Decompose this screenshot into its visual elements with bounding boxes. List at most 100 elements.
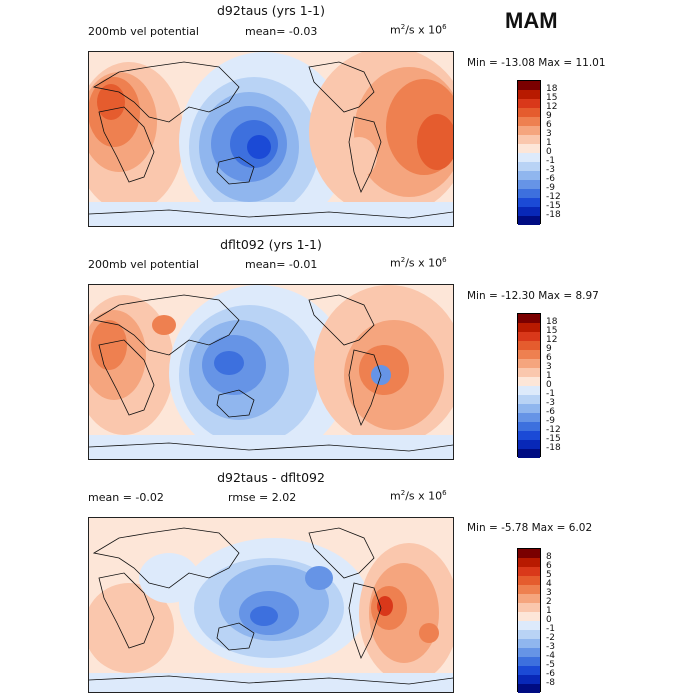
panel-1-mean: mean= -0.03 — [245, 25, 318, 38]
panel-1-map — [88, 51, 454, 227]
colorbar-tick-label: 18 — [546, 316, 558, 327]
colorbar-tick-label: 4 — [546, 578, 552, 589]
panel-2-field-label: 200mb vel potential — [88, 258, 199, 271]
colorbar-tick-label: 6 — [546, 119, 552, 130]
colorbar-tick-label: -8 — [546, 677, 555, 688]
colorbar-tick-label: 9 — [546, 110, 552, 121]
colorbar-swatch — [518, 81, 540, 90]
colorbar-swatch — [518, 189, 540, 198]
colorbar-swatch — [518, 657, 540, 666]
colorbar-swatch — [518, 630, 540, 639]
colorbar-swatch — [518, 341, 540, 350]
colorbar-swatch — [518, 377, 540, 386]
panel-1-min-max: Min = -13.08 Max = 11.01 — [467, 57, 606, 69]
colorbar-tick-label: 0 — [546, 379, 552, 390]
colorbar-tick-label: 1 — [546, 605, 552, 616]
colorbar-swatch — [518, 648, 540, 657]
colorbar-tick-label: 6 — [546, 352, 552, 363]
colorbar-swatch — [518, 594, 540, 603]
colorbar-swatch — [518, 422, 540, 431]
colorbar-tick-label: -3 — [546, 397, 555, 408]
panel-1-title: d92taus (yrs 1-1) — [216, 3, 325, 18]
colorbar-tick-label: 9 — [546, 343, 552, 354]
colorbar-swatch — [518, 126, 540, 135]
colorbar-swatch — [518, 621, 540, 630]
colorbar-swatch — [518, 549, 540, 558]
colorbar-swatch — [518, 216, 540, 225]
colorbar-swatch — [518, 359, 540, 368]
panel-2-colorbar — [517, 313, 541, 458]
colorbar-tick-label: -4 — [546, 650, 555, 661]
colorbar-swatch — [518, 639, 540, 648]
colorbar-swatch — [518, 198, 540, 207]
colorbar-swatch — [518, 413, 540, 422]
colorbar-swatch — [518, 440, 540, 449]
colorbar-swatch — [518, 162, 540, 171]
colorbar-tick-label: 18 — [546, 83, 558, 94]
panel-2-units: m2/s x 106 — [390, 256, 447, 270]
colorbar-tick-label: 0 — [546, 614, 552, 625]
panel-2-map — [88, 284, 454, 460]
colorbar-swatch — [518, 368, 540, 377]
colorbar-swatch — [518, 449, 540, 458]
colorbar-tick-label: 5 — [546, 569, 552, 580]
panel-1-colorbar — [517, 80, 541, 225]
colorbar-tick-label: -6 — [546, 173, 555, 184]
colorbar-tick-label: -3 — [546, 164, 555, 175]
colorbar-tick-label: 8 — [546, 551, 552, 562]
colorbar-swatch — [518, 567, 540, 576]
season-label: MAM — [505, 8, 558, 33]
panel-3-rmse: rmse = 2.02 — [228, 491, 297, 504]
panel-3-mean: mean = -0.02 — [88, 491, 164, 504]
colorbar-swatch — [518, 350, 540, 359]
colorbar-tick-label: -6 — [546, 668, 555, 679]
colorbar-swatch — [518, 395, 540, 404]
colorbar-tick-label: 15 — [546, 92, 558, 103]
colorbar-tick-label: -1 — [546, 388, 555, 399]
colorbar-swatch — [518, 99, 540, 108]
panel-1-units: m2/s x 106 — [390, 23, 447, 37]
colorbar-swatch — [518, 431, 540, 440]
colorbar-swatch — [518, 144, 540, 153]
colorbar-swatch — [518, 180, 540, 189]
colorbar-swatch — [518, 684, 540, 693]
colorbar-swatch — [518, 576, 540, 585]
colorbar-swatch — [518, 90, 540, 99]
colorbar-tick-label: 2 — [546, 596, 552, 607]
colorbar-tick-label: -5 — [546, 659, 555, 670]
colorbar-tick-label: -9 — [546, 182, 555, 193]
colorbar-swatch — [518, 603, 540, 612]
colorbar-swatch — [518, 558, 540, 567]
colorbar-swatch — [518, 108, 540, 117]
panel-3-title: d92taus - dflt092 — [217, 470, 325, 485]
colorbar-swatch — [518, 404, 540, 413]
colorbar-swatch — [518, 171, 540, 180]
colorbar-tick-label: -15 — [546, 200, 561, 211]
panel-1-field-label: 200mb vel potential — [88, 25, 199, 38]
colorbar-tick-label: 3 — [546, 587, 552, 598]
colorbar-tick-label: -12 — [546, 191, 561, 202]
colorbar-tick-label: 3 — [546, 128, 552, 139]
panel-2-mean: mean= -0.01 — [245, 258, 318, 271]
colorbar-swatch — [518, 207, 540, 216]
colorbar-swatch — [518, 612, 540, 621]
colorbar-tick-label: -1 — [546, 155, 555, 166]
colorbar-swatch — [518, 332, 540, 341]
panel-2-min-max: Min = -12.30 Max = 8.97 — [467, 290, 599, 302]
colorbar-tick-label: 12 — [546, 101, 558, 112]
panel-2-title: dflt092 (yrs 1-1) — [220, 237, 322, 252]
colorbar-tick-label: 1 — [546, 370, 552, 381]
colorbar-tick-label: 3 — [546, 361, 552, 372]
colorbar-swatch — [518, 314, 540, 323]
colorbar-tick-label: 1 — [546, 137, 552, 148]
colorbar-tick-label: -15 — [546, 433, 561, 444]
colorbar-swatch — [518, 153, 540, 162]
colorbar-swatch — [518, 675, 540, 684]
colorbar-tick-label: -3 — [546, 641, 555, 652]
colorbar-tick-label: -18 — [546, 209, 561, 220]
colorbar-swatch — [518, 386, 540, 395]
colorbar-tick-label: 12 — [546, 334, 558, 345]
colorbar-tick-label: -6 — [546, 406, 555, 417]
colorbar-swatch — [518, 117, 540, 126]
colorbar-tick-label: -12 — [546, 424, 561, 435]
